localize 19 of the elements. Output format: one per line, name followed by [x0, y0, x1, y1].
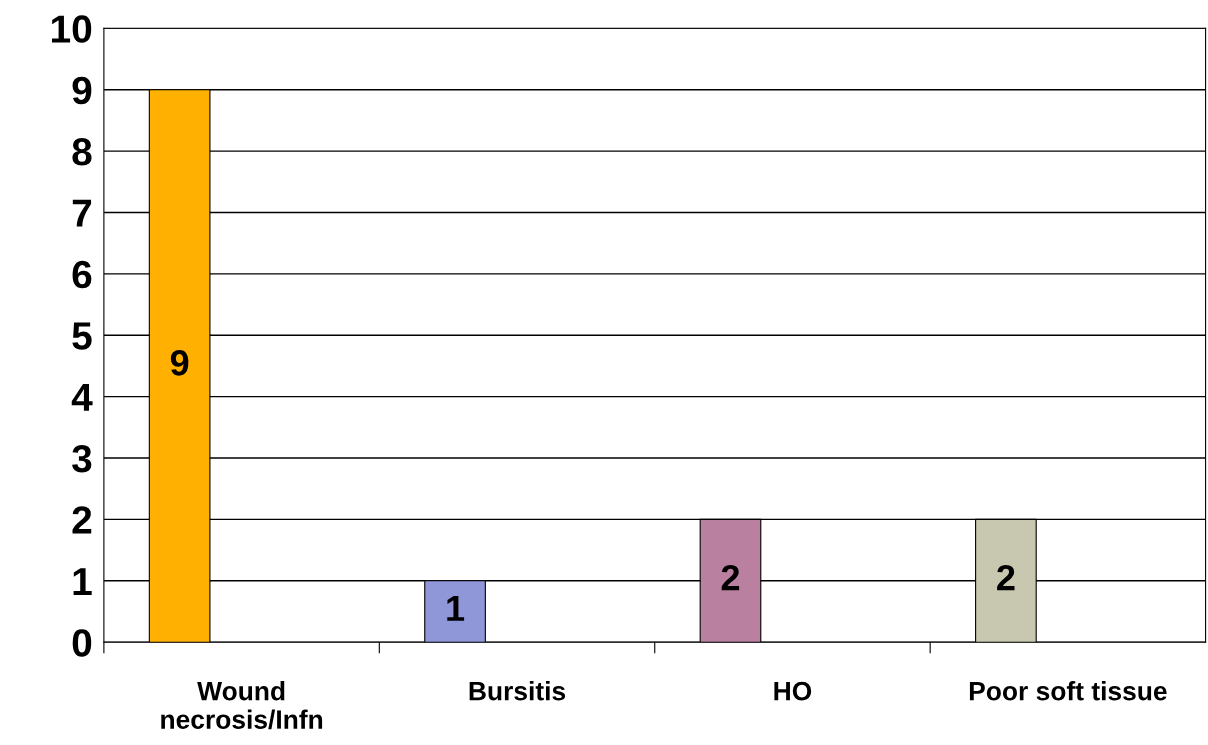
x-tick-label: Poor soft tissue	[969, 681, 1167, 701]
y-tick-label: 10	[51, 15, 92, 43]
y-tick-label: 0	[72, 629, 92, 657]
y-tick-label: 2	[72, 506, 92, 534]
y-tick-label: 4	[71, 383, 93, 411]
x-tick-label: HO	[774, 681, 812, 701]
x-tick-label: Bursitis	[469, 681, 566, 701]
data-label: 2	[721, 564, 740, 591]
y-tick-label: 1	[73, 568, 92, 595]
x-tick-label: Wound necrosis/Infn	[161, 681, 323, 730]
data-label: 2	[997, 564, 1015, 591]
y-tick-label: 3	[72, 444, 92, 473]
data-label: 9	[170, 350, 189, 376]
y-tick-label: 7	[72, 199, 92, 227]
y-tick-label: 8	[72, 138, 92, 166]
y-tick-label: 5	[72, 322, 92, 350]
y-tick-label: 9	[72, 76, 92, 105]
data-label: 1	[447, 595, 465, 621]
y-tick-label: 6	[72, 260, 92, 289]
